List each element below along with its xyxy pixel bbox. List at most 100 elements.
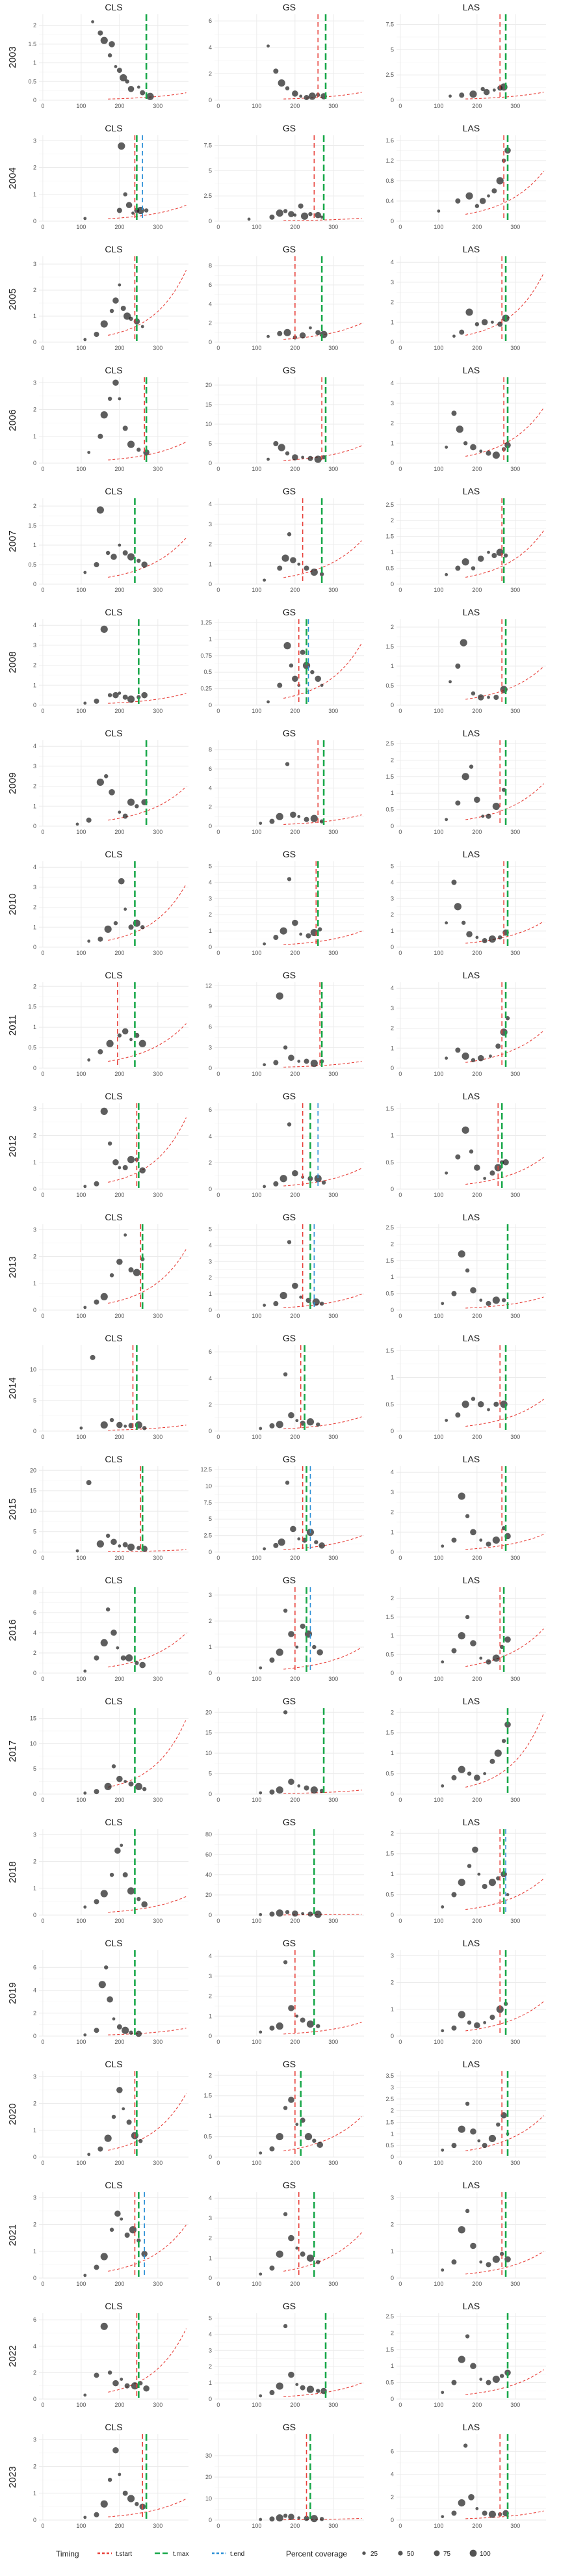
data-point [462,1126,469,1134]
data-point [107,1996,113,2003]
data-point [295,2123,299,2127]
y-tick-label: 6 [33,2316,36,2323]
data-point [281,554,289,562]
data-point [109,1417,114,1423]
y-tick-label: 0 [33,823,36,829]
x-tick-label: 0 [216,345,220,351]
data-point [269,818,275,824]
y-tick-label: 0 [209,944,212,950]
x-tick-label: 200 [472,345,482,351]
data-point [479,1656,483,1660]
data-point [288,2005,294,2011]
x-tick-label: 100 [434,1192,443,1198]
data-point [288,2097,294,2103]
y-tick-label: 2 [33,1650,36,1656]
y-tick-label: 2 [391,1241,394,1247]
x-tick-label: 300 [328,345,338,351]
x-tick-label: 0 [216,2402,220,2408]
data-point [287,1122,292,1127]
x-tick-label: 0 [41,587,44,593]
data-point [501,1298,506,1302]
data-point [288,2234,294,2242]
data-point [87,2153,91,2156]
data-point [91,20,94,23]
data-point [465,308,473,316]
y-tick-label: 1 [391,1633,394,1639]
data-point [83,2033,87,2037]
data-point [94,2264,99,2270]
data-point [105,550,110,556]
data-point [465,192,473,200]
fitted-curve [108,2328,187,2393]
y-tick-label: 4 [33,743,36,749]
x-tick-label: 300 [510,587,520,593]
plot-area [39,2192,188,2278]
data-point [273,935,279,941]
facet-title: LAS [463,970,480,980]
data-point [482,2143,488,2149]
y-tick-label: 0 [209,702,212,708]
data-point [315,330,321,336]
row-year-label: 2005 [7,288,18,310]
plot-area [214,498,364,584]
facet-title: GS [283,1696,296,1706]
data-point [127,440,135,448]
x-tick-label: 100 [76,2402,86,2408]
x-tick-label: 200 [114,224,124,230]
fitted-curve [465,1878,544,1911]
y-tick-label: 3 [33,2436,36,2443]
x-tick-label: 200 [472,1192,482,1198]
data-point [483,88,490,96]
y-tick-label: 1 [391,1529,394,1535]
data-point [269,1911,275,1917]
y-tick-label: 1 [391,319,394,325]
data-point [283,1960,288,1965]
data-point [496,2122,500,2127]
y-tick-label: 2 [391,517,394,524]
y-tick-label: 10 [205,1750,212,1756]
data-point [496,177,504,185]
y-tick-label: 3 [33,137,36,144]
data-point [276,2514,283,2522]
y-tick-label: 0 [391,1912,394,1918]
x-tick-label: 300 [153,950,162,956]
data-point [465,1514,470,1518]
data-point [114,2210,121,2217]
x-tick-label: 300 [153,1555,162,1561]
data-point [127,798,135,806]
data-point [455,198,461,204]
x-tick-label: 100 [76,1555,86,1561]
plot-area [396,619,546,705]
fitted-curve [465,407,544,457]
x-tick-label: 300 [153,2039,162,2045]
data-point [96,1540,104,1548]
plot-area [214,740,364,826]
plot-area [214,2192,364,2278]
data-point [277,330,283,336]
data-point [441,1660,445,1664]
y-tick-label: 15 [205,401,212,408]
data-point [110,1630,117,1636]
plot-area [396,2192,546,2278]
y-tick-label: 4 [391,259,394,265]
x-tick-label: 200 [472,1918,482,1924]
y-tick-label: 1 [391,1274,394,1280]
data-point [295,2383,299,2386]
data-point [100,36,108,44]
y-tick-label: 2 [209,1618,212,1624]
facet-title: LAS [463,849,480,859]
data-point [135,1782,142,1790]
data-point [269,214,275,220]
data-point [259,2151,263,2155]
data-point [477,1401,484,1408]
data-point [112,2380,119,2387]
fitted-curve [108,1117,187,1183]
data-point [497,321,503,327]
x-tick-label: 100 [434,2160,443,2166]
x-tick-label: 300 [153,1797,162,1803]
x-tick-label: 200 [472,1555,482,1561]
data-point [458,1492,465,1500]
data-point [283,209,288,213]
data-point [129,316,133,321]
x-tick-label: 200 [114,2281,124,2287]
